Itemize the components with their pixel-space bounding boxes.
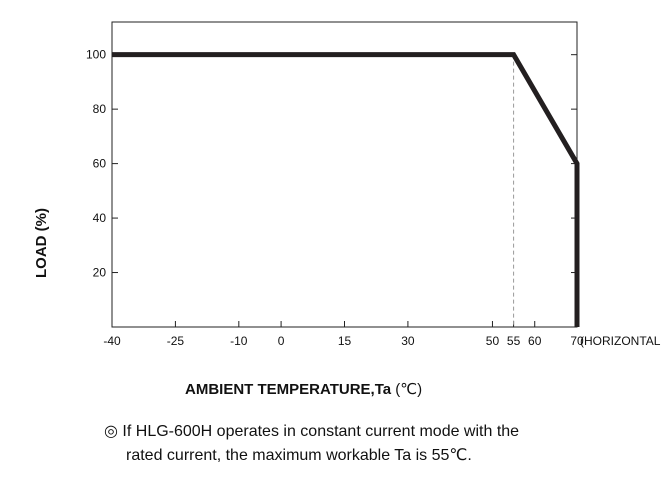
y-tick-label: 80 — [93, 102, 107, 116]
x-tick-label: 70 — [570, 334, 584, 348]
y-axis-label: LOAD (%) — [33, 208, 50, 278]
bullet-icon: ◎ — [104, 423, 118, 440]
x-axis-label: AMBIENT TEMPERATURE,Ta (℃) — [185, 380, 422, 398]
x-axis: -40 -25 -10 0 15 30 50 55 60 70(HORIZONTAL — [103, 321, 661, 348]
y-axis: 20 40 60 80 100 — [86, 48, 577, 280]
x-tick-label: 30 — [401, 334, 415, 348]
footnote-line-2: rated current, the maximum workable Ta i… — [126, 447, 472, 464]
x-axis-title: AMBIENT TEMPERATURE,Ta — [185, 381, 392, 398]
x-axis-unit: (℃) — [395, 381, 423, 398]
plot-frame — [111, 21, 578, 328]
y-tick-label: 20 — [93, 266, 107, 280]
x-tick-label: -25 — [167, 334, 185, 348]
y-tick-label: 40 — [93, 211, 107, 225]
x-tick-label: 50 — [486, 334, 500, 348]
series-line — [112, 52, 580, 327]
footnote: ◎ If HLG-600H operates in constant curre… — [104, 420, 519, 468]
x-tick-label: -10 — [230, 334, 248, 348]
derating-chart: 20 40 60 80 100 -40 -25 -10 0 15 30 50 55 60 70(HORIZ… — [33, 21, 661, 348]
x-tick-label: -40 — [103, 334, 121, 348]
x-tick-label: 60 — [528, 334, 542, 348]
x-axis-suffix: (HORIZONTAL — [580, 334, 661, 348]
footnote-text-1: If HLG-600H operates in constant current… — [122, 423, 520, 440]
x-tick-label: 0 — [278, 334, 285, 348]
x-tick-label: 15 — [338, 334, 352, 348]
y-tick-label: 60 — [93, 157, 107, 171]
y-tick-label: 100 — [86, 48, 106, 62]
x-tick-label: 55 — [507, 334, 521, 348]
footnote-line-1: ◎ If HLG-600H operates in constant curre… — [104, 420, 519, 444]
